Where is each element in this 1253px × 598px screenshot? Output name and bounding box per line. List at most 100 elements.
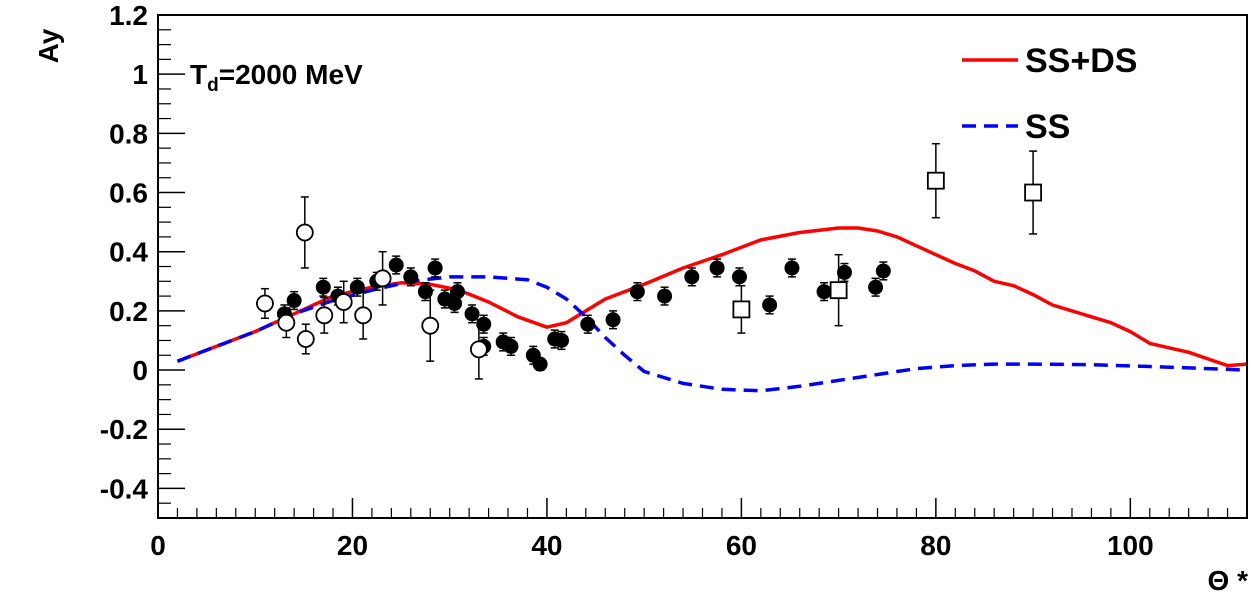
- curves-layer: [176, 226, 1248, 393]
- data-point-filled-circle: [629, 282, 645, 302]
- legend-label: SS: [1025, 108, 1070, 146]
- data-point-filled-circle: [605, 310, 621, 330]
- data-point-open-circle: [421, 289, 440, 362]
- y-tick-label: 0.6: [109, 178, 148, 209]
- data-point-filled-circle: [315, 277, 331, 297]
- marker-filled-circle: [554, 332, 570, 348]
- marker-open-circle: [334, 293, 353, 311]
- marker-open-circle: [469, 340, 488, 359]
- x-tick-label: 100: [1107, 530, 1154, 561]
- marker-filled-circle: [784, 260, 800, 276]
- data-point-filled-circle: [684, 267, 700, 287]
- marker-filled-circle: [388, 257, 404, 273]
- data-point-filled-circle: [403, 267, 419, 287]
- legend: SS+DS SS: [962, 42, 1137, 146]
- marker-filled-circle: [629, 284, 645, 300]
- marker-open-circle: [354, 306, 373, 325]
- y-tick-label: 0.4: [109, 237, 148, 268]
- data-point-filled-circle: [731, 267, 747, 287]
- annotation-subscript: d: [207, 75, 219, 96]
- axes-layer: 0 20 40 60 80 100 -0.4 -0.2 0 0.2 0.4 0.6 0.8 1 1.2: [100, 0, 1229, 561]
- marker-filled-circle: [403, 269, 419, 285]
- data-point-filled-circle: [762, 295, 778, 315]
- marker-filled-circle: [762, 297, 778, 313]
- data-point-filled-circle: [868, 277, 884, 297]
- data-point-filled-circle: [784, 258, 800, 278]
- y-tick-label: 1: [132, 59, 148, 90]
- plot-frame: [157, 14, 1248, 519]
- data-point-filled-circle: [532, 356, 548, 372]
- marker-filled-circle: [657, 288, 673, 304]
- data-point-open-circle: [334, 280, 353, 324]
- data-point-filled-circle: [580, 314, 596, 334]
- marker-open-circle: [373, 269, 392, 288]
- marker-filled-circle: [868, 279, 884, 295]
- marker-filled-circle: [816, 284, 832, 300]
- data-point-open-circle: [315, 296, 334, 334]
- marker-open-square: [732, 300, 751, 319]
- annotation-main: T: [190, 59, 207, 90]
- marker-filled-circle: [836, 264, 852, 280]
- energy-annotation: Td=2000 MeV: [190, 59, 363, 96]
- data-point-open-square: [1024, 150, 1042, 235]
- marker-open-circle: [277, 313, 296, 332]
- marker-open-circle: [421, 316, 440, 335]
- marker-filled-circle: [532, 356, 548, 372]
- data-point-open-circle: [296, 323, 315, 355]
- y-tick-label: 0: [132, 355, 148, 386]
- y-tick-label: -0.2: [100, 414, 148, 445]
- marker-filled-circle: [447, 295, 463, 311]
- data-point-filled-circle: [875, 261, 891, 281]
- marker-filled-circle: [709, 260, 725, 276]
- data-point-filled-circle: [657, 286, 673, 306]
- data-point-filled-circle: [449, 282, 465, 302]
- y-tick-label: -0.4: [100, 473, 149, 504]
- x-tick-label: 80: [920, 530, 951, 561]
- x-tick-label: 0: [150, 530, 166, 561]
- data-point-open-circle: [373, 250, 392, 306]
- data-point-filled-circle: [709, 258, 725, 278]
- y-tick-label: 0.8: [109, 118, 148, 149]
- marker-filled-circle: [580, 316, 596, 332]
- marker-filled-circle: [731, 269, 747, 285]
- data-point-open-square: [926, 142, 945, 219]
- marker-filled-circle: [286, 293, 302, 309]
- marker-open-circle: [315, 306, 334, 325]
- data-point-open-circle: [469, 319, 488, 380]
- legend-label: SS+DS: [1025, 42, 1137, 80]
- y-axis-label: Ay: [33, 28, 64, 63]
- data-point-open-square: [732, 284, 751, 334]
- y-tick-label: 0.2: [109, 296, 148, 327]
- x-axis-label: Θ *: [1208, 565, 1249, 596]
- marker-filled-circle: [605, 312, 621, 328]
- y-tick-label: 1.2: [109, 0, 148, 31]
- marker-filled-circle: [449, 284, 465, 300]
- data-point-open-circle: [295, 196, 314, 269]
- data-point-open-circle: [354, 290, 373, 340]
- x-tick-label: 40: [531, 530, 562, 561]
- data-point-filled-circle: [427, 258, 443, 278]
- data-point-open-circle: [256, 287, 274, 320]
- marker-filled-circle: [464, 306, 480, 322]
- data-point-filled-circle: [464, 304, 480, 324]
- data-point-filled-circle: [816, 282, 832, 302]
- marker-open-circle: [296, 330, 315, 348]
- marker-open-square: [1024, 183, 1042, 202]
- marker-open-square: [926, 171, 945, 190]
- data-point-filled-circle: [388, 255, 404, 275]
- data-point-open-circle: [277, 307, 296, 339]
- data-point-filled-circle: [286, 290, 302, 311]
- marker-filled-circle: [315, 279, 331, 295]
- markers-layer: [256, 142, 1042, 380]
- marker-open-square: [829, 281, 848, 300]
- data-point-filled-circle: [503, 336, 519, 357]
- annotation-rest: =2000 MeV: [219, 59, 363, 90]
- x-tick-label: 60: [726, 530, 757, 561]
- marker-open-circle: [256, 294, 274, 313]
- data-point-open-square: [829, 253, 848, 327]
- marker-filled-circle: [875, 263, 891, 279]
- marker-filled-circle: [427, 260, 443, 276]
- data-point-filled-circle: [554, 330, 570, 351]
- marker-filled-circle: [417, 284, 433, 300]
